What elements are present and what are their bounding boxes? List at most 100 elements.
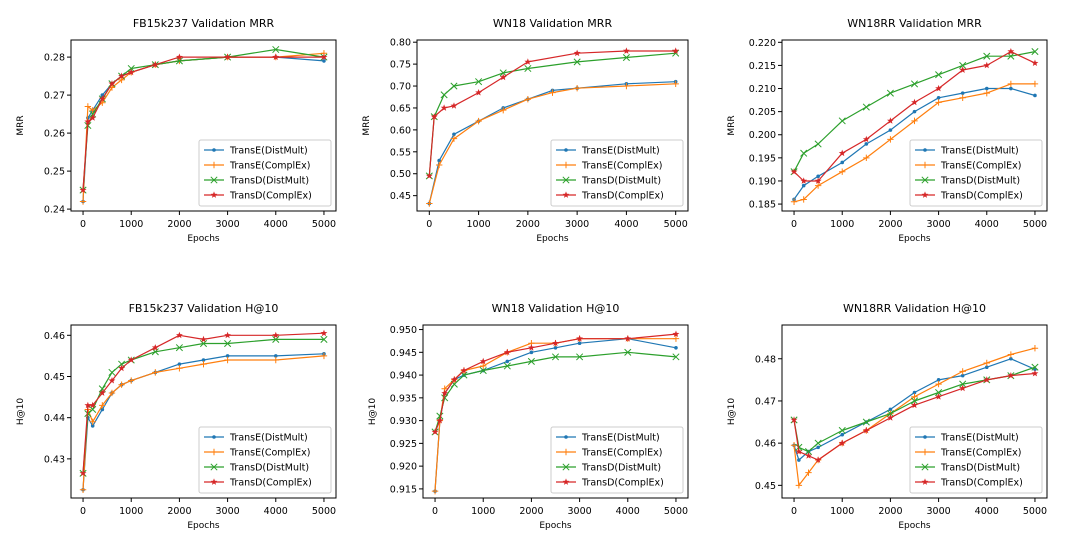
data-point <box>99 402 106 409</box>
y-tick-label: 0.945 <box>390 348 417 359</box>
data-point <box>911 117 918 125</box>
data-point <box>551 353 560 361</box>
data-point <box>431 428 439 435</box>
y-axis-label: H@10 <box>368 398 378 425</box>
series-line-1 <box>428 81 676 204</box>
legend-label: TransD(DistMult) <box>581 463 661 474</box>
x-tick-label: 2000 <box>516 219 540 230</box>
legend-box <box>909 139 1043 207</box>
x-tick-label: 2000 <box>167 219 191 230</box>
plot-frame <box>781 324 1048 499</box>
y-tick-label: 0.43 <box>44 454 65 465</box>
y-tick-label: 0.25 <box>44 167 65 178</box>
legend-marker <box>562 191 570 198</box>
x-tick-label: 5000 <box>664 506 688 517</box>
legend-label: TransD(ComplEx) <box>229 478 312 489</box>
y-tick-label: 0.46 <box>44 331 65 342</box>
legend-marker <box>921 478 929 485</box>
data-point <box>1031 80 1039 88</box>
data-point <box>888 128 893 132</box>
chart-title: WN18 Validation H@10 <box>492 302 620 315</box>
data-point <box>441 394 449 402</box>
data-point <box>524 64 532 73</box>
data-point <box>425 172 433 179</box>
legend-marker <box>923 148 927 152</box>
data-point <box>814 177 822 184</box>
series-line-2 <box>793 83 1035 203</box>
data-point <box>1007 372 1015 379</box>
data-point <box>959 66 967 73</box>
legend: TransE(DistMult) TransE(ComplEx) TransD(Di… <box>550 139 684 207</box>
data-point <box>936 378 941 382</box>
data-point <box>151 344 159 351</box>
x-tick-label: 3000 <box>926 506 950 517</box>
legend-marker <box>562 478 570 485</box>
data-point <box>128 377 135 384</box>
y-tick-label: 0.200 <box>749 130 776 141</box>
x-tick-label: 1000 <box>830 219 854 230</box>
data-point <box>98 95 106 102</box>
x-axis-label: Epochs <box>187 234 220 244</box>
legend-label: TransE(ComplEx) <box>229 448 311 459</box>
y-tick-label: 0.195 <box>749 153 776 164</box>
data-point <box>450 135 458 142</box>
data-point <box>840 432 845 437</box>
x-axis-label: Epochs <box>536 234 569 244</box>
data-point <box>984 365 989 369</box>
data-point <box>1031 59 1039 66</box>
data-point <box>573 58 581 66</box>
data-point <box>790 416 798 423</box>
data-point <box>935 99 942 106</box>
x-tick-label: 3000 <box>215 219 239 230</box>
data-point <box>426 200 433 207</box>
legend-label: TransD(ComplEx) <box>940 478 1023 489</box>
data-point <box>528 344 535 351</box>
legend-label: TransE(DistMult) <box>940 433 1019 444</box>
data-point <box>800 149 808 157</box>
data-point <box>911 98 918 106</box>
legend-box <box>550 426 684 494</box>
data-point <box>910 80 919 88</box>
plot-frame <box>70 39 337 212</box>
legend-marker <box>921 463 929 471</box>
data-point <box>862 418 870 426</box>
data-point <box>800 177 808 184</box>
data-point <box>224 356 231 364</box>
series-line-4 <box>434 333 677 433</box>
legend-label: TransE(DistMult) <box>229 433 308 444</box>
data-point <box>553 345 558 350</box>
data-point <box>838 426 846 435</box>
data-point <box>886 410 894 418</box>
data-point <box>864 142 869 146</box>
x-tick-label: 0 <box>791 219 797 230</box>
data-point <box>151 61 159 68</box>
data-point <box>441 389 449 397</box>
data-point <box>201 358 206 362</box>
data-point <box>1031 363 1039 371</box>
chart-panel-2: 0 1000 2000 3000 4000 5000 0.45 0.50 0.55 0.60 0.6… <box>362 17 689 244</box>
data-point <box>431 487 439 495</box>
legend-marker <box>921 176 929 184</box>
series-line-3 <box>428 52 676 176</box>
data-point <box>814 182 822 189</box>
legend-label: TransE(ComplEx) <box>229 161 311 172</box>
legend-marker <box>921 191 929 198</box>
y-tick-label: 0.50 <box>390 169 411 180</box>
data-point <box>480 362 487 370</box>
x-axis-label: Epochs <box>187 521 220 531</box>
data-point <box>983 61 991 69</box>
data-point <box>118 364 125 372</box>
data-point <box>320 329 328 337</box>
data-point <box>1031 48 1039 56</box>
y-tick-label: 0.55 <box>390 147 411 158</box>
data-point <box>1033 93 1037 98</box>
x-tick-label: 0 <box>791 506 797 517</box>
data-point <box>886 89 894 97</box>
data-point <box>89 405 97 413</box>
data-point <box>552 339 559 347</box>
y-tick-label: 0.915 <box>390 484 417 495</box>
data-point <box>573 49 581 57</box>
y-axis-label: MRR <box>362 115 372 135</box>
legend-marker <box>562 176 570 184</box>
data-point <box>475 89 482 96</box>
